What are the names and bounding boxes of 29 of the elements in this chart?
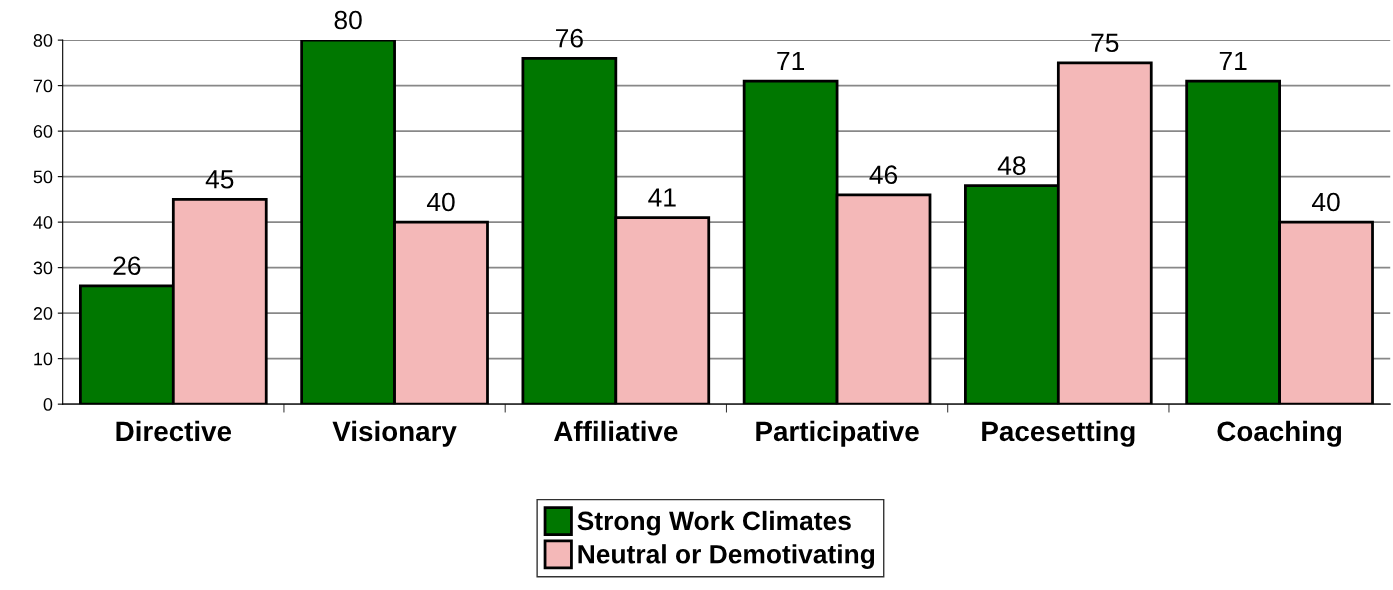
y-tick-label: 20 [33, 307, 53, 320]
x-tick-label: Participative [756, 420, 919, 447]
data-label: 46 [869, 165, 898, 185]
data-label: 40 [426, 192, 455, 212]
data-label: 80 [334, 10, 362, 30]
y-tick-label: 30 [33, 261, 53, 275]
data-label: 71 [1219, 51, 1247, 71]
x-tick-label: Directive [116, 420, 232, 442]
x-tick-label: Pacesetting [982, 420, 1135, 447]
y-tick-label: 40 [33, 216, 53, 229]
x-tick-label: Coaching [1217, 420, 1342, 447]
data-label: 45 [205, 170, 234, 189]
data-label: 76 [556, 28, 583, 48]
data-label: 71 [777, 51, 804, 71]
data-label: 26 [113, 256, 141, 276]
x-tick-label: Affiliative [554, 420, 678, 442]
y-tick-label: 10 [34, 352, 53, 366]
y-tick-label: 80 [33, 34, 53, 47]
y-tick-label: 50 [33, 170, 53, 184]
legend-label: Strong Work Climates [577, 510, 851, 536]
data-label: 40 [1311, 192, 1340, 212]
data-label: 41 [648, 188, 676, 207]
data-label: 48 [997, 156, 1026, 175]
y-tick-label: 0 [43, 398, 53, 411]
y-tick-label: 60 [33, 125, 53, 138]
legend-label: Neutral or Demotivating [578, 544, 875, 569]
data-label: 75 [1091, 33, 1119, 53]
y-tick-label: 70 [33, 79, 53, 93]
x-tick-label: Visionary [332, 420, 457, 447]
